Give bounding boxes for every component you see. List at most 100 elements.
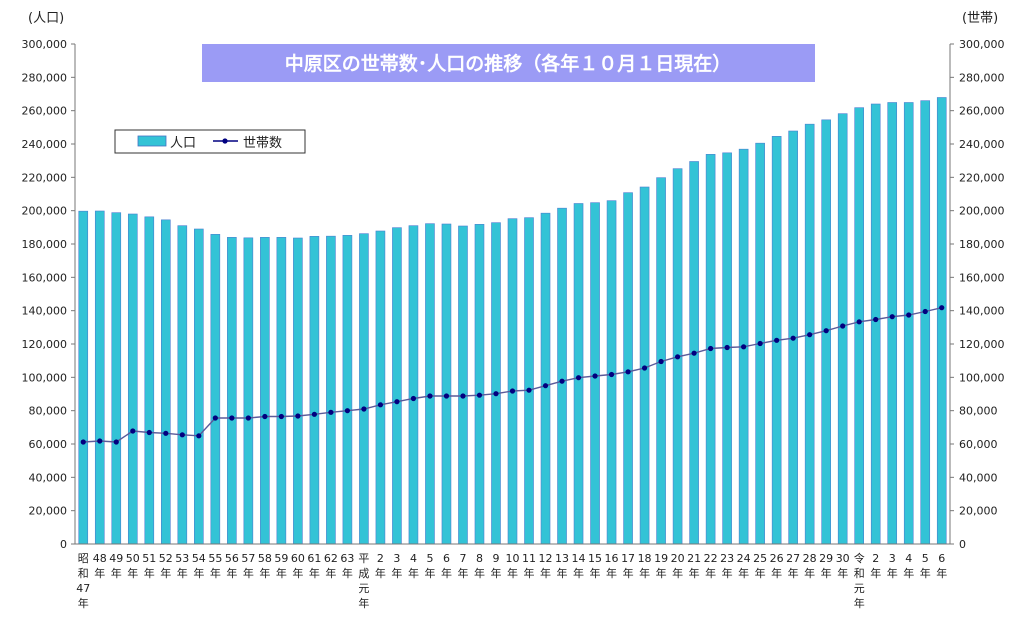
y-tick-label-left: 260,000 bbox=[22, 105, 68, 118]
x-tick-label: 昭和 47 年 bbox=[76, 552, 90, 610]
point-households bbox=[311, 411, 317, 417]
x-tick-label-part: 年 bbox=[309, 566, 320, 580]
x-tick-label-part: 年 bbox=[639, 566, 650, 580]
y-tick-label-right: 120,000 bbox=[959, 338, 1005, 351]
x-tick-label-part: 21 bbox=[687, 552, 701, 565]
bar-population bbox=[524, 217, 534, 545]
bar-population bbox=[144, 216, 155, 545]
bar-population bbox=[837, 113, 848, 545]
bar-population bbox=[243, 237, 254, 545]
point-households bbox=[840, 323, 846, 329]
y-tick-label-left: 40,000 bbox=[29, 471, 68, 484]
point-households bbox=[262, 413, 268, 420]
x-tick-label: 56 年 bbox=[225, 552, 239, 580]
x-tick-label-part: 和 bbox=[854, 567, 865, 580]
bar-population bbox=[540, 212, 551, 545]
bar-population bbox=[194, 228, 204, 545]
x-tick-label-part: 年 bbox=[325, 566, 336, 580]
x-tick-label-part: 22 bbox=[704, 552, 718, 565]
y-tick-label-right: 160,000 bbox=[959, 271, 1005, 284]
legend-label-population: 人口 bbox=[170, 136, 196, 151]
x-tick-label-part: 年 bbox=[507, 566, 518, 580]
x-tick-label-part: 年 bbox=[755, 566, 766, 580]
y-tick-label-left: 180,000 bbox=[22, 238, 68, 251]
x-tick-label-part: 年 bbox=[391, 566, 402, 580]
x-tick-label: 29 年 bbox=[819, 552, 833, 580]
x-tick-label-part: 令 bbox=[854, 551, 865, 565]
x-tick-label: 57 年 bbox=[241, 552, 255, 580]
bar-population bbox=[359, 233, 369, 545]
x-tick-label-part: 年 bbox=[804, 566, 815, 580]
x-tick-label: 59 年 bbox=[274, 552, 288, 580]
x-tick-label-part: 平 bbox=[358, 552, 369, 565]
y-tick-label-left: 160,000 bbox=[22, 271, 68, 284]
x-tick-label-part: 6 bbox=[443, 552, 450, 565]
x-tick-label-part: 9 bbox=[492, 552, 499, 565]
x-tick-label-part: 年 bbox=[474, 566, 485, 580]
x-tick-label-part: 47 bbox=[76, 582, 90, 595]
x-tick-label: 14 年 bbox=[572, 552, 586, 580]
x-tick-label-part: 年 bbox=[259, 566, 270, 580]
legend-swatch-population bbox=[137, 135, 167, 147]
bar-population bbox=[854, 107, 864, 545]
x-tick-label-part: 年 bbox=[771, 566, 782, 580]
x-tick-label-part: 30 bbox=[836, 552, 850, 565]
x-tick-label-part: 26 bbox=[770, 552, 784, 565]
y-tick-label-left: 200,000 bbox=[22, 205, 68, 218]
x-tick-label-part: 4 bbox=[410, 552, 417, 565]
x-tick-label-part: 年 bbox=[276, 566, 287, 580]
x-tick-label-part: 年 bbox=[441, 566, 452, 580]
bar-population bbox=[392, 227, 402, 545]
x-tick-label-part: 年 bbox=[193, 566, 204, 580]
x-tick-label-part: 13 bbox=[555, 552, 569, 565]
x-tick-label-part: 7 bbox=[459, 552, 466, 565]
x-tick-label: 53 年 bbox=[175, 552, 189, 580]
bar-population bbox=[309, 236, 320, 545]
point-households bbox=[229, 415, 235, 421]
x-tick-label: 30 年 bbox=[836, 552, 850, 580]
x-tick-label-part: 年 bbox=[837, 566, 848, 580]
x-tick-label-part: 59 bbox=[274, 552, 288, 565]
bar-population bbox=[590, 202, 600, 545]
x-tick-label: 52 年 bbox=[159, 552, 173, 580]
y-tick-label-right: 300,000 bbox=[959, 38, 1005, 51]
x-tick-label: 11 年 bbox=[522, 552, 536, 580]
x-tick-label-part: 元 bbox=[358, 582, 369, 595]
y-tick-label-left: 140,000 bbox=[22, 305, 68, 318]
x-tick-label-part: 年 bbox=[623, 566, 634, 580]
y-tick-label-left: 60,000 bbox=[29, 438, 68, 451]
y-tick-label-right: 20,000 bbox=[959, 505, 998, 518]
x-tick-label-part: 年 bbox=[226, 566, 237, 580]
x-tick-label-part: 年 bbox=[177, 566, 188, 580]
point-households bbox=[922, 308, 928, 315]
bar-population bbox=[887, 102, 898, 545]
point-households bbox=[708, 345, 714, 352]
bar-population bbox=[276, 237, 287, 545]
x-tick-label: 25 年 bbox=[753, 552, 767, 580]
point-households bbox=[674, 354, 681, 360]
x-tick-label-part: 年 bbox=[243, 566, 254, 580]
point-households bbox=[212, 415, 218, 421]
point-households bbox=[757, 340, 763, 347]
point-households bbox=[575, 375, 582, 381]
x-tick-label: 26 年 bbox=[770, 552, 784, 580]
chart-title: 中原区の世帯数･人口の推移（各年１０月１日現在） bbox=[285, 52, 732, 75]
x-tick-label-part: 年 bbox=[672, 566, 683, 580]
x-tick-label-part: 成 bbox=[358, 567, 369, 580]
point-households bbox=[328, 409, 334, 415]
x-tick-label-part: 5 bbox=[922, 552, 929, 565]
y-tick-label-left: 280,000 bbox=[22, 71, 68, 84]
bar-population bbox=[623, 192, 633, 545]
x-tick-label: 18 年 bbox=[638, 552, 652, 580]
x-tick-label: 15 年 bbox=[588, 552, 602, 580]
y-tick-label-right: 200,000 bbox=[959, 205, 1005, 218]
x-tick-label-part: 25 bbox=[753, 552, 767, 565]
point-households bbox=[427, 393, 433, 399]
y-tick-label-right: 180,000 bbox=[959, 238, 1005, 251]
bar-population bbox=[870, 103, 881, 545]
x-tick-label-part: 年 bbox=[705, 566, 716, 580]
x-tick-label-part: 3 bbox=[393, 552, 400, 565]
